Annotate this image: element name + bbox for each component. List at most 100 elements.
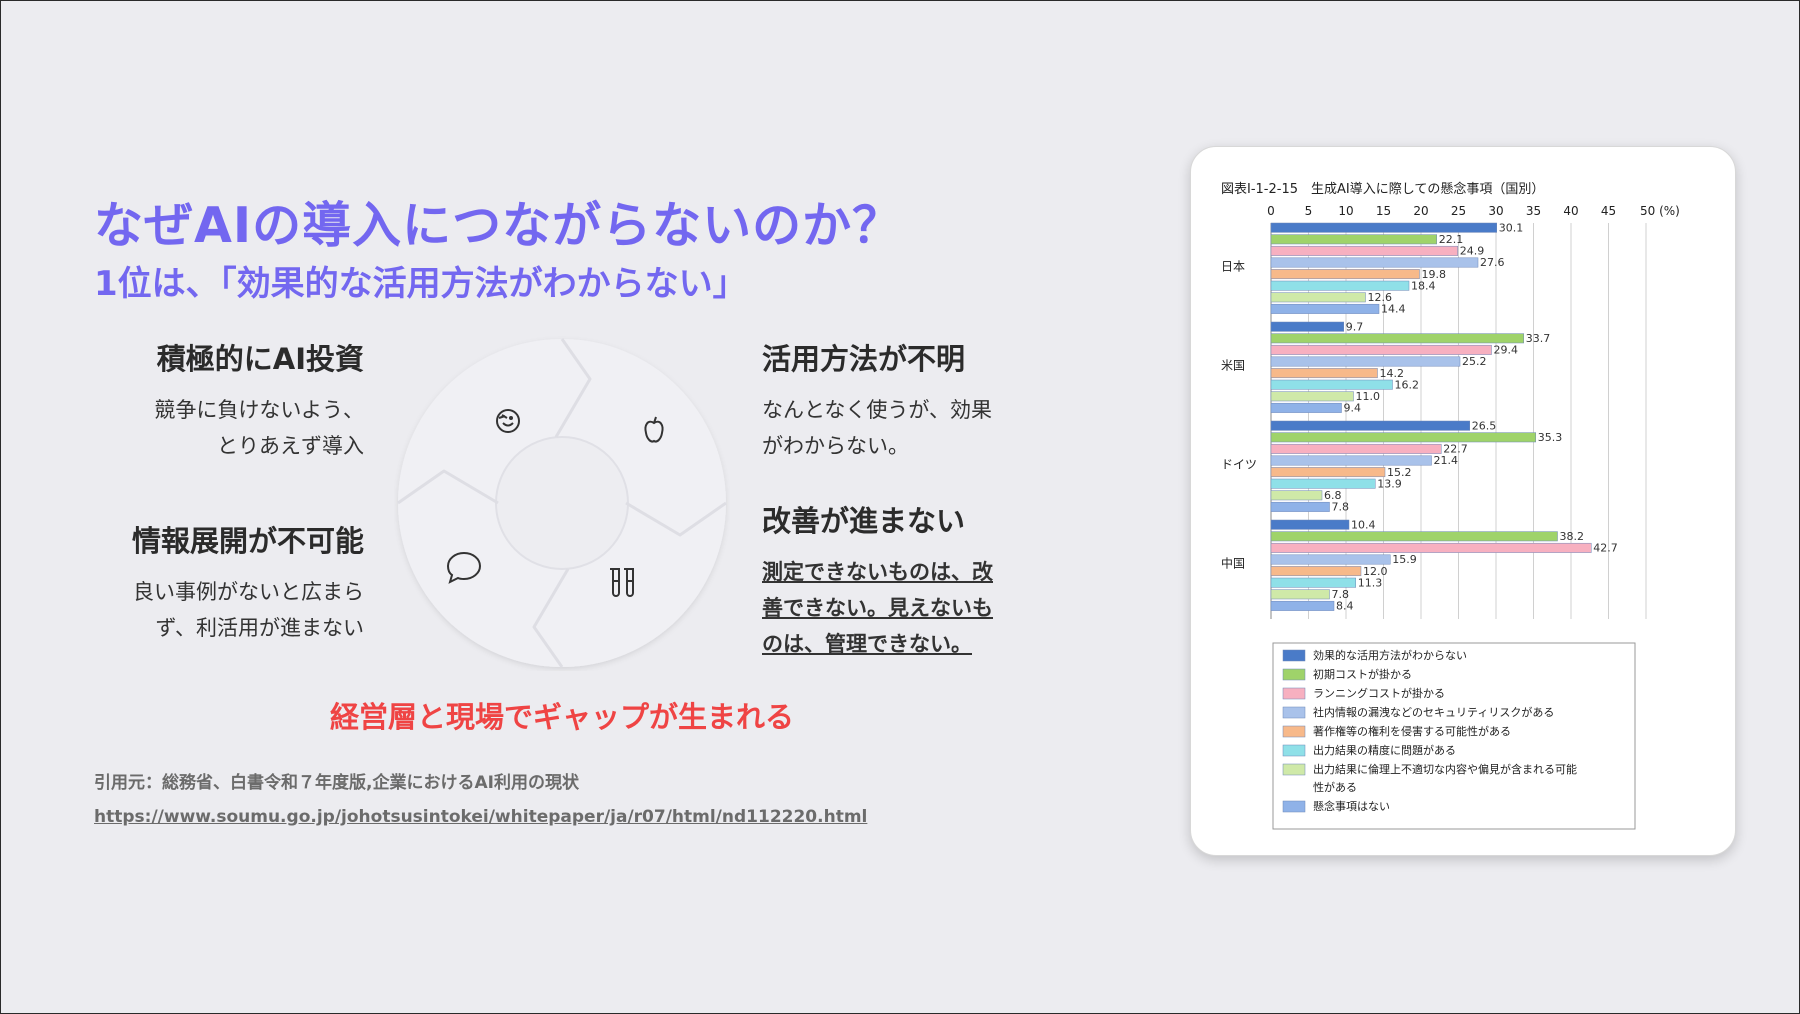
bar	[1270, 344, 1492, 355]
category-label: 米国	[1221, 359, 1245, 373]
bar-value-label: 7.8	[1332, 501, 1350, 514]
bar	[1270, 420, 1470, 431]
bar	[1270, 443, 1442, 454]
bar-value-label: 38.2	[1560, 530, 1585, 543]
x-tick-label: 30	[1488, 204, 1503, 218]
x-tick-label: 10	[1338, 204, 1353, 218]
quadrant-title: 積極的にAI投資	[156, 342, 364, 376]
legend-label: 著作権等の権利を侵害する可能性がある	[1313, 724, 1511, 738]
bar	[1270, 554, 1391, 565]
bar	[1270, 566, 1362, 577]
bar	[1270, 222, 1497, 233]
quadrant-line: ず、利活用が進まない	[155, 616, 364, 640]
quadrant-top-right: 活用方法が不明 なんとなく使うが、効果 がわからない。	[762, 336, 992, 464]
legend-label: 性がある	[1313, 780, 1357, 794]
page-title: なぜAIの導入につながらないのか？	[94, 197, 903, 254]
bar-value-label: 35.3	[1538, 431, 1563, 444]
legend-label: 社内情報の漏洩などのセキュリティリスクがある	[1313, 705, 1554, 719]
quadrant-bottom-left: 情報展開が不可能 良い事例がないと広まら ず、利活用が進まない	[132, 518, 364, 646]
quadrant-line: 測定できないものは、改	[762, 560, 993, 584]
citation-source: 引用元：総務省、白書令和７年度版,企業におけるAI利用の現状	[94, 773, 579, 793]
bar	[1270, 234, 1437, 245]
quadrant-text: 良い事例がないと広まら ず、利活用が進まない	[132, 574, 364, 646]
bar	[1270, 531, 1558, 542]
bar-value-label: 11.3	[1358, 576, 1383, 589]
bar	[1270, 257, 1479, 268]
bar	[1270, 303, 1380, 314]
bar	[1270, 600, 1335, 611]
quadrant-top-left: 積極的にAI投資 競争に負けないよう、 とりあえず導入	[154, 336, 364, 464]
quadrant-title: 活用方法が不明	[762, 342, 966, 376]
bar-value-label: 42.7	[1593, 542, 1618, 555]
bar-value-label: 30.1	[1499, 221, 1524, 234]
bar-value-label: 24.9	[1460, 245, 1485, 258]
bar	[1270, 478, 1376, 489]
bar	[1270, 379, 1393, 390]
x-tick-label: 15	[1376, 204, 1391, 218]
legend-swatch	[1282, 706, 1306, 719]
bar-value-label: 33.7	[1526, 332, 1551, 345]
quadrant-text: なんとなく使うが、効果 がわからない。	[762, 392, 992, 464]
bar	[1270, 519, 1350, 530]
quadrant-line: なんとなく使うが、効果	[762, 398, 992, 422]
cycle-divider	[397, 469, 499, 505]
bar	[1270, 292, 1366, 303]
face-icon	[496, 409, 520, 433]
chat-bubble-icon	[446, 551, 482, 584]
bar	[1270, 391, 1354, 402]
citation: 引用元：総務省、白書令和７年度版,企業におけるAI利用の現状 https://w…	[94, 768, 867, 827]
bar-value-label: 8.4	[1336, 600, 1354, 613]
x-tick-label: 45	[1601, 204, 1616, 218]
legend-swatch	[1282, 725, 1306, 738]
bar-chart: 図表Ⅰ-1-2-15 生成AI導入に際しての懸念事項（国別） 0 5 10 15 20 25…	[1221, 181, 1680, 830]
bar-value-label: 22.7	[1443, 443, 1468, 456]
cycle-center	[495, 436, 629, 570]
legend-swatch	[1282, 763, 1306, 776]
category-label: ドイツ	[1221, 458, 1257, 472]
bar-value-label: 27.6	[1480, 256, 1505, 269]
legend-swatch	[1282, 649, 1306, 662]
bar	[1270, 356, 1461, 367]
quadrant-line: がわからない。	[762, 434, 909, 458]
bar-value-label: 12.0	[1363, 565, 1388, 578]
x-tick-label: 0	[1267, 204, 1275, 218]
bar-value-label: 26.5	[1472, 419, 1497, 432]
bar	[1270, 368, 1378, 379]
x-tick-label: 25	[1451, 204, 1466, 218]
legend-label: 効果的な活用方法がわからない	[1313, 648, 1467, 662]
legend-swatch	[1282, 668, 1306, 681]
legend-label: ランニングコストが掛かる	[1313, 686, 1445, 700]
bar-value-label: 10.4	[1351, 518, 1376, 531]
x-tick-label: 40	[1563, 204, 1578, 218]
legend-box	[1272, 642, 1636, 830]
quadrant-line: 競争に負けないよう、	[154, 398, 364, 422]
legend-label: 出力結果の精度に問題がある	[1313, 743, 1456, 757]
bar	[1270, 280, 1410, 291]
citation-link[interactable]: https://www.soumu.go.jp/johotsusintokei/…	[94, 807, 868, 827]
bar	[1270, 402, 1342, 413]
bar	[1270, 467, 1386, 478]
bar-value-label: 19.8	[1422, 268, 1447, 281]
bar	[1270, 501, 1330, 512]
legend-swatch	[1282, 800, 1306, 813]
bar-value-label: 21.4	[1434, 454, 1459, 467]
bar-value-label: 15.9	[1392, 553, 1417, 566]
bar	[1270, 455, 1432, 466]
legend-label: 懸念事項はない	[1313, 799, 1390, 813]
x-tick-label: 5	[1305, 204, 1313, 218]
cycle-divider	[625, 501, 727, 537]
legend-label: 初期コストが掛かる	[1313, 667, 1412, 681]
bar	[1270, 542, 1592, 553]
bar	[1270, 589, 1330, 600]
bar	[1270, 245, 1458, 256]
quadrant-line: 善できない。見えないも	[762, 596, 993, 620]
bar-value-label: 25.2	[1462, 355, 1487, 368]
bar	[1270, 269, 1420, 280]
bar-value-label: 9.4	[1344, 402, 1362, 415]
x-tick-label: 35	[1526, 204, 1541, 218]
quadrant-line: 良い事例がないと広まら	[133, 580, 364, 604]
bar-value-label: 7.8	[1332, 588, 1350, 601]
bar-value-label: 16.2	[1395, 378, 1420, 391]
bar-value-label: 29.4	[1494, 344, 1519, 357]
legend-label: 出力結果に倫理上不適切な内容や偏見が含まれる可能	[1313, 762, 1577, 776]
